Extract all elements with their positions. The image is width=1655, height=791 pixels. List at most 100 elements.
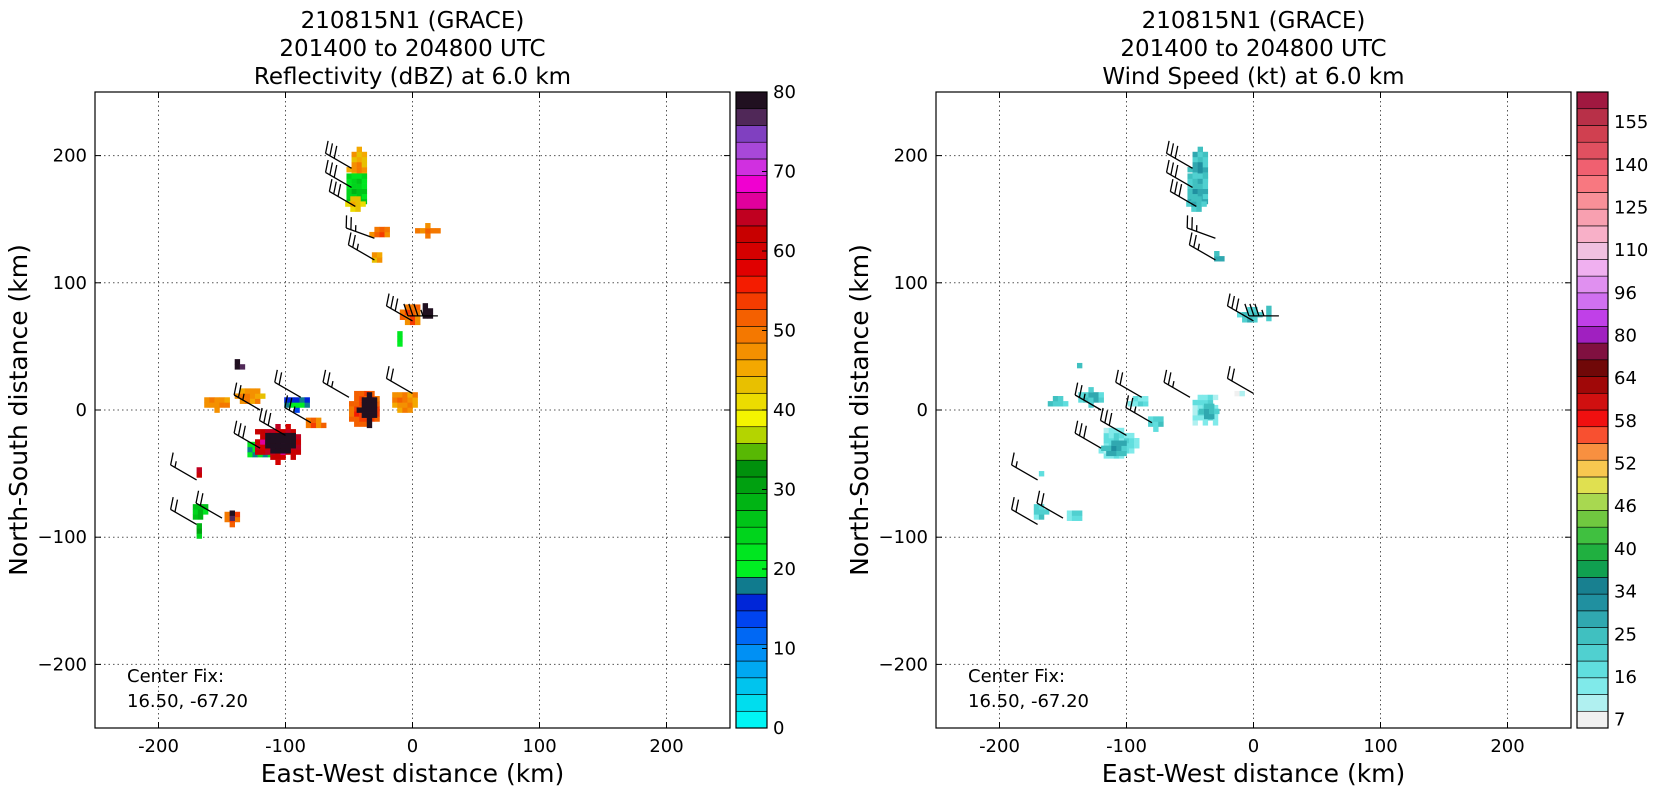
colorbar-segment — [1577, 276, 1608, 293]
echo-cell — [1204, 409, 1209, 414]
colorbar-segment — [1577, 176, 1608, 193]
colorbar-segment — [1577, 460, 1608, 477]
echo-cell — [1203, 162, 1208, 167]
colorbar-segment — [736, 494, 767, 511]
echo-cell — [291, 455, 296, 460]
echo-cell — [311, 423, 316, 428]
colorbar-segment — [736, 125, 767, 142]
x-tick-label: -200 — [138, 736, 179, 757]
echo-cell — [362, 152, 367, 157]
colorbar-segment — [736, 577, 767, 594]
echo-cell — [357, 173, 362, 178]
echo-cell — [362, 407, 367, 412]
colorbar-segment — [1577, 259, 1608, 276]
echo-cell — [225, 517, 230, 522]
y-tick-label: 200 — [894, 146, 928, 167]
colorbar-segment — [1577, 695, 1608, 712]
echo-blob — [197, 467, 202, 477]
echo-cell — [197, 528, 202, 533]
echo-cell — [1193, 157, 1198, 162]
echo-cell — [275, 460, 280, 465]
echo-blob — [306, 418, 327, 428]
colorbar-segment — [736, 377, 767, 394]
echo-cell — [294, 397, 299, 402]
echo-cell — [397, 331, 402, 336]
echo-cell — [255, 393, 260, 398]
colorbar-segment — [1577, 527, 1608, 544]
x-axis-label: East-West distance (km) — [261, 759, 565, 787]
y-axis-label: North-South distance (km) — [4, 244, 33, 576]
echo-cell — [1193, 184, 1198, 189]
echo-cell — [1209, 404, 1214, 409]
echo-cell — [1129, 433, 1134, 438]
echo-cell — [352, 157, 357, 162]
echo-cell — [235, 359, 240, 364]
colorbar-segment — [736, 176, 767, 193]
colorbar-segment — [1577, 393, 1608, 410]
echo-cell — [1196, 201, 1201, 206]
echo-cell — [316, 418, 321, 423]
colorbar-segment — [1577, 310, 1608, 327]
colorbar-segment — [1577, 678, 1608, 695]
x-tick-label: 200 — [1490, 736, 1524, 757]
echo-field — [193, 147, 441, 539]
echo-cell — [255, 429, 260, 434]
echo-cell — [397, 341, 402, 346]
echo-cell — [352, 184, 357, 189]
echo-cell — [1198, 147, 1203, 152]
echo-cell — [1116, 446, 1121, 451]
colorbar-segment — [736, 443, 767, 460]
echo-cell — [260, 434, 265, 439]
wind-barb — [1012, 497, 1038, 524]
colorbar-segment — [1577, 360, 1608, 377]
echo-cell — [425, 233, 430, 238]
chart-title-line: 201400 to 204800 UTC — [1120, 36, 1386, 62]
panel-reflectivity: 210815N1 (GRACE)201400 to 204800 UTCRefl… — [4, 8, 796, 787]
echo-cell — [1203, 194, 1208, 199]
x-tick-label: -100 — [265, 736, 306, 757]
x-tick-label: -100 — [1106, 736, 1147, 757]
echo-cell — [1187, 173, 1192, 178]
wind-barb — [1164, 370, 1190, 397]
echo-cell — [204, 397, 209, 402]
echo-blob — [369, 227, 390, 237]
colorbar-tick-label: 50 — [773, 321, 796, 342]
echo-cell — [367, 392, 372, 397]
echo-cell — [275, 433, 280, 438]
echo-cell — [407, 397, 412, 402]
x-tick-label: 100 — [1363, 736, 1397, 757]
echo-blob — [392, 392, 418, 413]
echo-cell — [1193, 178, 1198, 183]
echo-cell — [1111, 451, 1116, 456]
echo-cell — [1058, 396, 1063, 401]
echo-cell — [1034, 504, 1039, 509]
echo-cell — [352, 178, 357, 183]
echo-cell — [1266, 306, 1271, 311]
echo-cell — [354, 401, 359, 406]
echo-cell — [1193, 152, 1198, 157]
echo-cell — [385, 227, 390, 232]
echo-cell — [397, 407, 402, 412]
colorbar-tick-label: 64 — [1614, 368, 1637, 389]
colorbar-tick-label: 80 — [773, 82, 796, 103]
echo-cell — [270, 443, 275, 448]
echo-cell — [1209, 414, 1214, 419]
echo-cell — [1203, 420, 1208, 425]
echo-cell — [392, 397, 397, 402]
echo-cell — [1240, 391, 1245, 396]
echo-blob — [1048, 396, 1069, 406]
colorbar-tick-label: 30 — [773, 480, 796, 501]
echo-cell — [377, 252, 382, 257]
echo-cell — [1134, 438, 1139, 443]
wind-barb — [387, 366, 413, 393]
echo-cell — [1203, 173, 1208, 178]
echo-cell — [193, 504, 198, 509]
echo-cell — [225, 402, 230, 407]
echo-cell — [362, 178, 367, 183]
echo-cell — [265, 438, 270, 443]
echo-cell — [357, 167, 362, 172]
echo-cell — [1129, 438, 1134, 443]
echo-cell — [357, 407, 362, 412]
echo-cell — [402, 397, 407, 402]
colorbar-segment — [1577, 377, 1608, 394]
